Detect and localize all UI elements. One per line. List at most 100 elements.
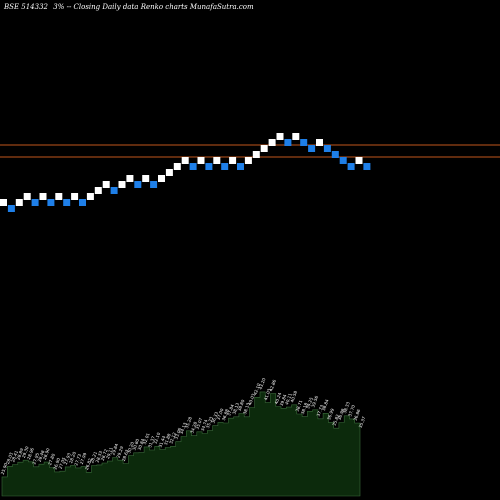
- volume-label: 33.06: [173, 427, 182, 440]
- volume-label: 27.05: [58, 456, 67, 469]
- renko-brick-up: [268, 139, 276, 146]
- volume-label: 39.84: [279, 393, 288, 406]
- volume-label: 31.88: [163, 433, 172, 446]
- volume-label: 32.12: [168, 431, 177, 444]
- volume-label: 42.86: [268, 379, 277, 392]
- volume-label: 28.90: [42, 447, 51, 460]
- renko-brick-down: [79, 199, 86, 206]
- renko-brick-up: [118, 181, 126, 188]
- ticker-label: BSE 514332: [3, 3, 49, 11]
- volume-label: 28.20: [68, 451, 77, 464]
- renko-brick-down: [339, 157, 347, 164]
- renko-brick-up: [197, 157, 205, 164]
- renko-brick-up: [260, 145, 268, 152]
- volume-label: 38.18: [300, 402, 309, 415]
- volume-label: 27.73: [73, 453, 82, 466]
- renko-brick-down: [331, 151, 339, 158]
- renko-brick-up: [316, 139, 323, 146]
- volume-label: 29.29: [116, 445, 125, 458]
- volume-label: 43.20: [258, 377, 267, 390]
- volume-label: 27.93: [63, 452, 72, 465]
- renko-brick-down: [221, 163, 229, 170]
- renko-brick-up: [158, 175, 165, 182]
- volume-label: 39.56: [310, 395, 319, 408]
- volume-label: 38.13: [242, 402, 251, 415]
- volume-label: 29.84: [110, 443, 119, 456]
- volume-label: 28.96: [26, 447, 35, 460]
- volume-label: 38.84: [321, 398, 330, 411]
- renko-brick-down: [323, 145, 331, 152]
- renko-brick-up: [94, 187, 102, 194]
- volume-label: 27.99: [79, 452, 88, 465]
- volume-label: 30.20: [126, 441, 135, 454]
- volume-label: 34.13: [179, 422, 188, 435]
- renko-brick-down: [31, 199, 39, 206]
- chart-header: BSE 514332 3% -- Closing Daily data Renk…: [3, 3, 254, 11]
- volume-area-shape: [1, 391, 361, 497]
- volume-label: 32.10: [152, 431, 161, 444]
- renko-brick-up: [86, 193, 94, 200]
- volume-label: 28.41: [10, 450, 19, 463]
- volume-label: 28.33: [95, 450, 104, 463]
- volume-label: 40.11: [284, 392, 293, 405]
- volume-label: 36.98: [337, 408, 346, 421]
- renko-brick-up: [229, 157, 237, 164]
- volume-label: 34.74: [200, 419, 209, 432]
- renko-brick-down: [7, 205, 15, 212]
- renko-brick-up: [173, 163, 181, 170]
- renko-brick-up: [276, 133, 284, 140]
- volume-label: 28.03: [5, 451, 14, 464]
- renko-brick-up: [165, 169, 173, 176]
- renko-brick-up: [39, 193, 47, 200]
- volume-label: 29.11: [105, 446, 114, 459]
- renko-brick-down: [189, 163, 197, 170]
- renko-brick-down: [150, 181, 158, 188]
- renko-brick-down: [110, 187, 118, 194]
- renko-brick-down: [134, 181, 142, 188]
- renko-brick-up: [292, 133, 300, 140]
- volume-label: 34.28: [189, 421, 198, 434]
- volume-label: 35.28: [184, 416, 193, 429]
- renko-brick-down: [363, 163, 371, 170]
- volume-label: 40.24: [274, 392, 283, 405]
- renko-brick-up: [244, 157, 252, 164]
- renko-brick-down: [205, 163, 213, 170]
- volume-label: 41.03: [263, 388, 272, 401]
- volume-label: 30.84: [137, 438, 146, 451]
- renko-brick-down: [308, 145, 316, 152]
- renko-brick-down: [300, 139, 308, 146]
- volume-label: 28.72: [100, 448, 109, 461]
- renko-brick-down: [47, 199, 55, 206]
- renko-brick-down: [237, 163, 244, 170]
- renko-brick-down: [284, 139, 292, 146]
- volume-label: 31.44: [158, 435, 167, 448]
- volume-label: 36.86: [352, 408, 361, 421]
- volume-label: 37.70: [347, 404, 356, 417]
- renko-brick-down: [347, 163, 355, 170]
- volume-label: 27.80: [47, 453, 56, 466]
- volume-label: 28.89: [16, 447, 25, 460]
- renko-brick-up: [181, 157, 189, 164]
- volume-label: 36.99: [326, 407, 335, 420]
- renko-bricks: [0, 133, 371, 212]
- volume-label: 25.90: [0, 462, 9, 475]
- volume-label: 28.21: [89, 451, 98, 464]
- renko-brick-up: [23, 193, 31, 200]
- volume-label: 42.10: [252, 382, 261, 395]
- volume-label: 35.37: [358, 415, 367, 428]
- volume-label: 39.25: [305, 396, 314, 409]
- volume-label: 38.80: [237, 399, 246, 412]
- renko-brick-up: [355, 157, 363, 164]
- volume-label: 37.00: [216, 407, 225, 420]
- volume-area: [1, 391, 361, 497]
- volume-label: 38.33: [342, 401, 351, 414]
- volume-label: 32.01: [142, 432, 151, 445]
- chart-description: -- Closing Daily data Renko charts Munaf…: [67, 3, 254, 11]
- volume-label: 28.48: [37, 449, 46, 462]
- renko-brick-up: [126, 175, 134, 182]
- volume-label: 35.33: [205, 416, 214, 429]
- renko-brick-up: [213, 157, 221, 164]
- volume-label: 31.37: [147, 435, 156, 448]
- volume-labels: 25.9028.0328.4128.8929.3028.9627.9528.48…: [0, 377, 367, 475]
